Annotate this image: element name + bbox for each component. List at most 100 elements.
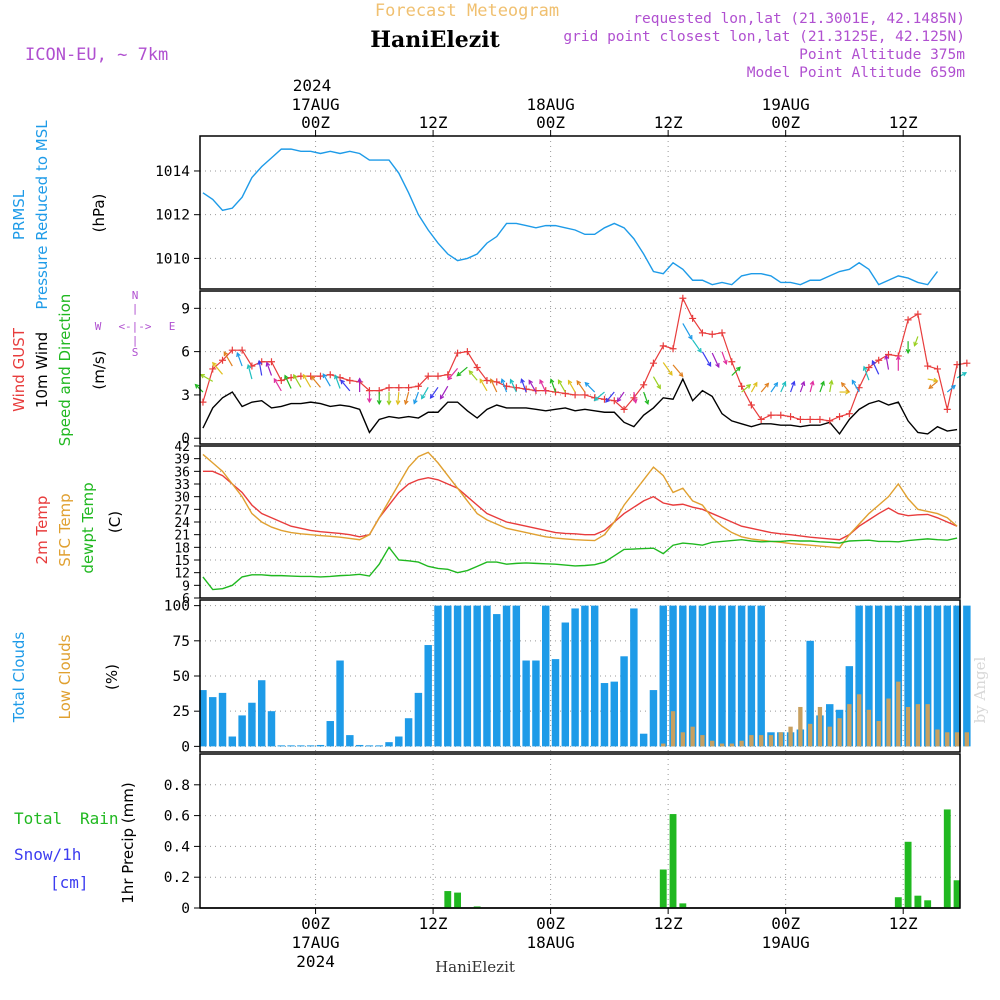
wind-arrow: [643, 391, 649, 405]
low-cloud-bar: [798, 706, 803, 747]
bottom-time-label: 12Z: [889, 914, 918, 933]
legend-total: Total: [14, 809, 62, 828]
top-date-label: 18AUG: [527, 95, 575, 114]
wind-arrow-head: [199, 373, 205, 379]
wind-arrow: [790, 381, 795, 393]
gust-marker: [405, 384, 413, 392]
top-date-label: 17AUG: [291, 95, 339, 114]
precip-legend: Total Rain Snow/1h [cm] 1hr Precip (mm): [14, 782, 137, 903]
temperature-ytick-label: 12: [174, 567, 190, 582]
wind-arrow: [819, 381, 825, 393]
gust-marker: [267, 358, 275, 366]
low-cloud-bar: [710, 740, 715, 747]
total-cloud-bar: [904, 605, 912, 747]
wind-arrow-head: [862, 365, 868, 371]
gust-marker: [385, 384, 393, 392]
wind-arrow: [760, 383, 769, 393]
wind-arrow-head: [366, 398, 372, 404]
precip-ytick-label: 0.2: [164, 870, 190, 886]
wind-arrow-head: [273, 377, 279, 383]
wind-arrow-head: [376, 400, 382, 406]
requested-coords: requested lon,lat (21.3001E, 42.1485N): [633, 11, 965, 27]
wind-arrow-head: [322, 373, 328, 379]
total-cloud-bar: [267, 711, 276, 747]
wind-arrow: [440, 385, 449, 400]
wind-arrow-head: [746, 384, 752, 389]
precip-bar: [914, 895, 922, 908]
bottom-date-label: 19AUG: [762, 933, 810, 952]
wind-arrow: [247, 364, 253, 380]
wind-arrow: [340, 379, 351, 392]
wind-arrow: [913, 336, 919, 346]
wind-arrow: [528, 380, 537, 393]
wind-arrow-head: [928, 384, 934, 390]
total-cloud-bar: [649, 690, 658, 747]
wind-arrow: [557, 379, 566, 393]
total-cloud-bar: [728, 605, 736, 747]
total-cloud-bar: [581, 605, 589, 747]
pressure-ylabel-1: PRMSL: [10, 189, 28, 240]
wind-arrow-head: [509, 378, 515, 384]
wind-arrow: [799, 381, 805, 393]
legend-cm: [cm]: [50, 873, 89, 892]
total-cloud-bar: [639, 733, 648, 747]
wind-arrow: [662, 362, 673, 376]
total-cloud-bar: [718, 605, 726, 747]
wind-ytick-label: 9: [181, 301, 190, 317]
low-cloud-bar: [768, 735, 774, 747]
gust-marker: [933, 365, 941, 373]
total-cloud-bar: [933, 605, 942, 747]
total-cloud-bar: [463, 605, 472, 747]
total-cloud-bar: [894, 605, 903, 747]
gust-marker: [787, 413, 795, 421]
total-cloud-bar: [228, 736, 237, 747]
wind-frame: [199, 290, 961, 445]
temperature-ytick-label: 30: [174, 491, 190, 506]
temperature-ytick-label: 39: [174, 453, 190, 468]
wind-arrow-head: [468, 370, 474, 376]
low-cloud-bar: [778, 732, 783, 747]
temp-ylabel-1: 2m Temp: [33, 496, 51, 565]
gust-marker: [659, 342, 667, 350]
temp-line-dewpt-temp: [202, 537, 958, 591]
low-cloud-bar: [729, 743, 734, 747]
temperature-ytick-label: 24: [174, 516, 190, 531]
total-cloud-bar: [943, 605, 951, 747]
wind-arrow-head: [246, 363, 252, 370]
low-cloud-bar: [837, 718, 842, 747]
low-cloud-bar: [905, 706, 911, 747]
temp-ylabel-3: dewpt Temp: [79, 482, 97, 573]
wind-arrow: [682, 323, 693, 340]
wind-arrow-head: [567, 379, 573, 385]
bottom-time-label: 00Z: [536, 914, 565, 933]
gust-marker: [836, 413, 844, 421]
wind-arrow-head: [439, 394, 445, 400]
gust-marker: [326, 371, 334, 379]
pressure-ytick-label: 1012: [155, 208, 190, 224]
wind-ylabel: Wind GUST 10m Wind Speed and Direction (…: [10, 294, 108, 447]
wind-arrow: [851, 380, 860, 393]
top-year: 2024: [293, 76, 332, 95]
wind-arrow: [829, 380, 833, 393]
wind-arrow: [273, 378, 282, 392]
precip-bar: [659, 869, 667, 908]
wind-arrow: [236, 352, 243, 367]
wind-arrow-head: [722, 359, 728, 365]
temp-line-2m-temp: [202, 470, 958, 541]
wind-arrow: [956, 372, 967, 379]
gust-marker: [454, 349, 462, 357]
wind-arrow: [266, 362, 273, 376]
bottom-year-label: 2024: [296, 952, 335, 971]
wind-arrow-head: [211, 361, 217, 367]
total-cloud-bar: [610, 681, 618, 747]
gust-marker: [395, 384, 403, 392]
top-date-label: 19AUG: [762, 95, 810, 114]
wind-arrow-head: [293, 373, 298, 379]
wind-arrow: [302, 374, 312, 388]
precip-bar: [953, 880, 961, 908]
gust-marker: [463, 348, 471, 356]
gust-marker: [904, 316, 912, 324]
temperature-frame: [199, 445, 961, 599]
wind-arrow-head: [593, 396, 599, 402]
wind-arrow: [310, 376, 321, 388]
